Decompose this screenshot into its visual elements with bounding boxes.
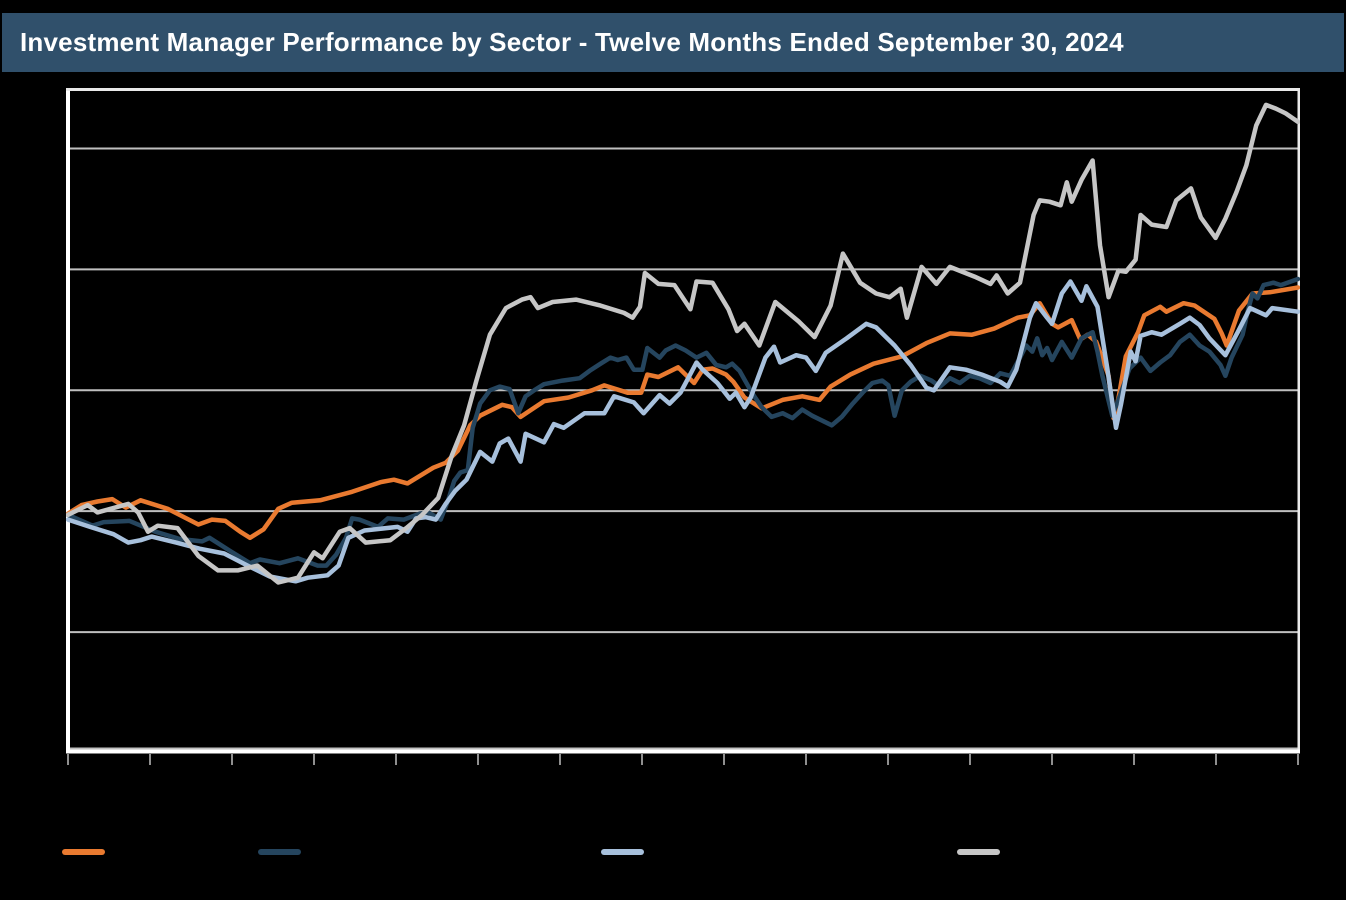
- series-line-series-3-lightblue: [65, 279, 1301, 584]
- chart-legend: [0, 840, 1346, 870]
- legend-swatch-orange: [62, 849, 105, 855]
- performance-chart: [65, 88, 1301, 768]
- legend-item-series-4: [957, 849, 1000, 855]
- legend-item-series-2: [258, 849, 301, 855]
- chart-plot-area: [65, 88, 1301, 765]
- legend-item-series-3: [601, 849, 644, 855]
- series-line-series-2-navy: [65, 276, 1301, 568]
- series-line-series-4-gray: [65, 102, 1301, 585]
- page-title: Investment Manager Performance by Sector…: [20, 27, 1124, 57]
- legend-item-series-1: [62, 849, 105, 855]
- legend-swatch-lightblue: [601, 849, 644, 855]
- series-line-series-1-orange: [65, 285, 1301, 541]
- legend-swatch-gray: [957, 849, 1000, 855]
- title-bar: Investment Manager Performance by Sector…: [2, 13, 1344, 72]
- legend-swatch-navy: [258, 849, 301, 855]
